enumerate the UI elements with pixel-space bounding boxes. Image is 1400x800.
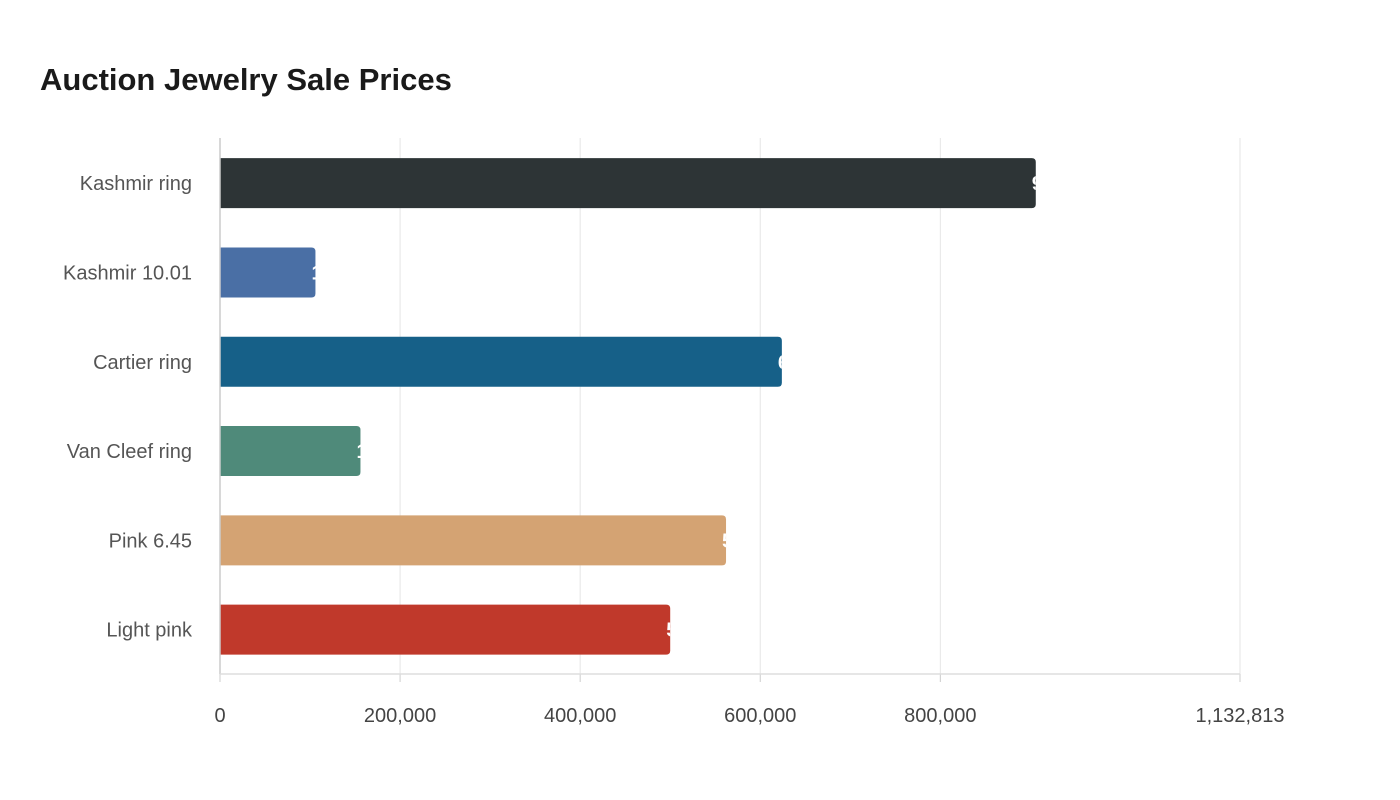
data-label: 624,000 <box>778 352 850 374</box>
x-tick-label: 200,000 <box>364 705 436 727</box>
category-label: Pink 6.45 <box>109 530 192 552</box>
data-label: 562,000 <box>722 530 794 552</box>
data-label: 500,000 <box>666 620 738 642</box>
data-label: 906,000 <box>1032 173 1104 195</box>
category-label: Kashmir ring <box>80 173 192 195</box>
x-tick-label: 400,000 <box>544 705 616 727</box>
category-label: Van Cleef ring <box>67 441 192 463</box>
bar-2 <box>220 247 316 298</box>
x-tick-label: 0 <box>214 705 225 727</box>
bar-5 <box>220 515 727 566</box>
category-label: Kashmir 10.01 <box>63 262 192 284</box>
labels: 0 200,000 400,000 600,000 800,000 1,132,813 Ka… <box>63 173 1284 727</box>
chart-title: Auction Jewelry Sale Prices <box>40 62 452 97</box>
axes <box>219 138 1241 682</box>
x-tick-label: 600,000 <box>724 705 796 727</box>
category-label: Light pink <box>106 620 193 642</box>
bar-6 <box>220 604 671 655</box>
x-tick-label: 1,132,813 <box>1196 705 1285 727</box>
bar-1 <box>220 158 1036 209</box>
bars <box>220 158 1036 655</box>
bar-3 <box>220 336 782 387</box>
gridlines <box>399 138 1241 674</box>
x-tick-label: 800,000 <box>904 705 976 727</box>
category-label: Cartier ring <box>93 352 192 374</box>
data-label: 106,000 <box>311 262 383 284</box>
bar-4 <box>220 426 361 477</box>
data-label: 156,000 <box>356 441 428 463</box>
